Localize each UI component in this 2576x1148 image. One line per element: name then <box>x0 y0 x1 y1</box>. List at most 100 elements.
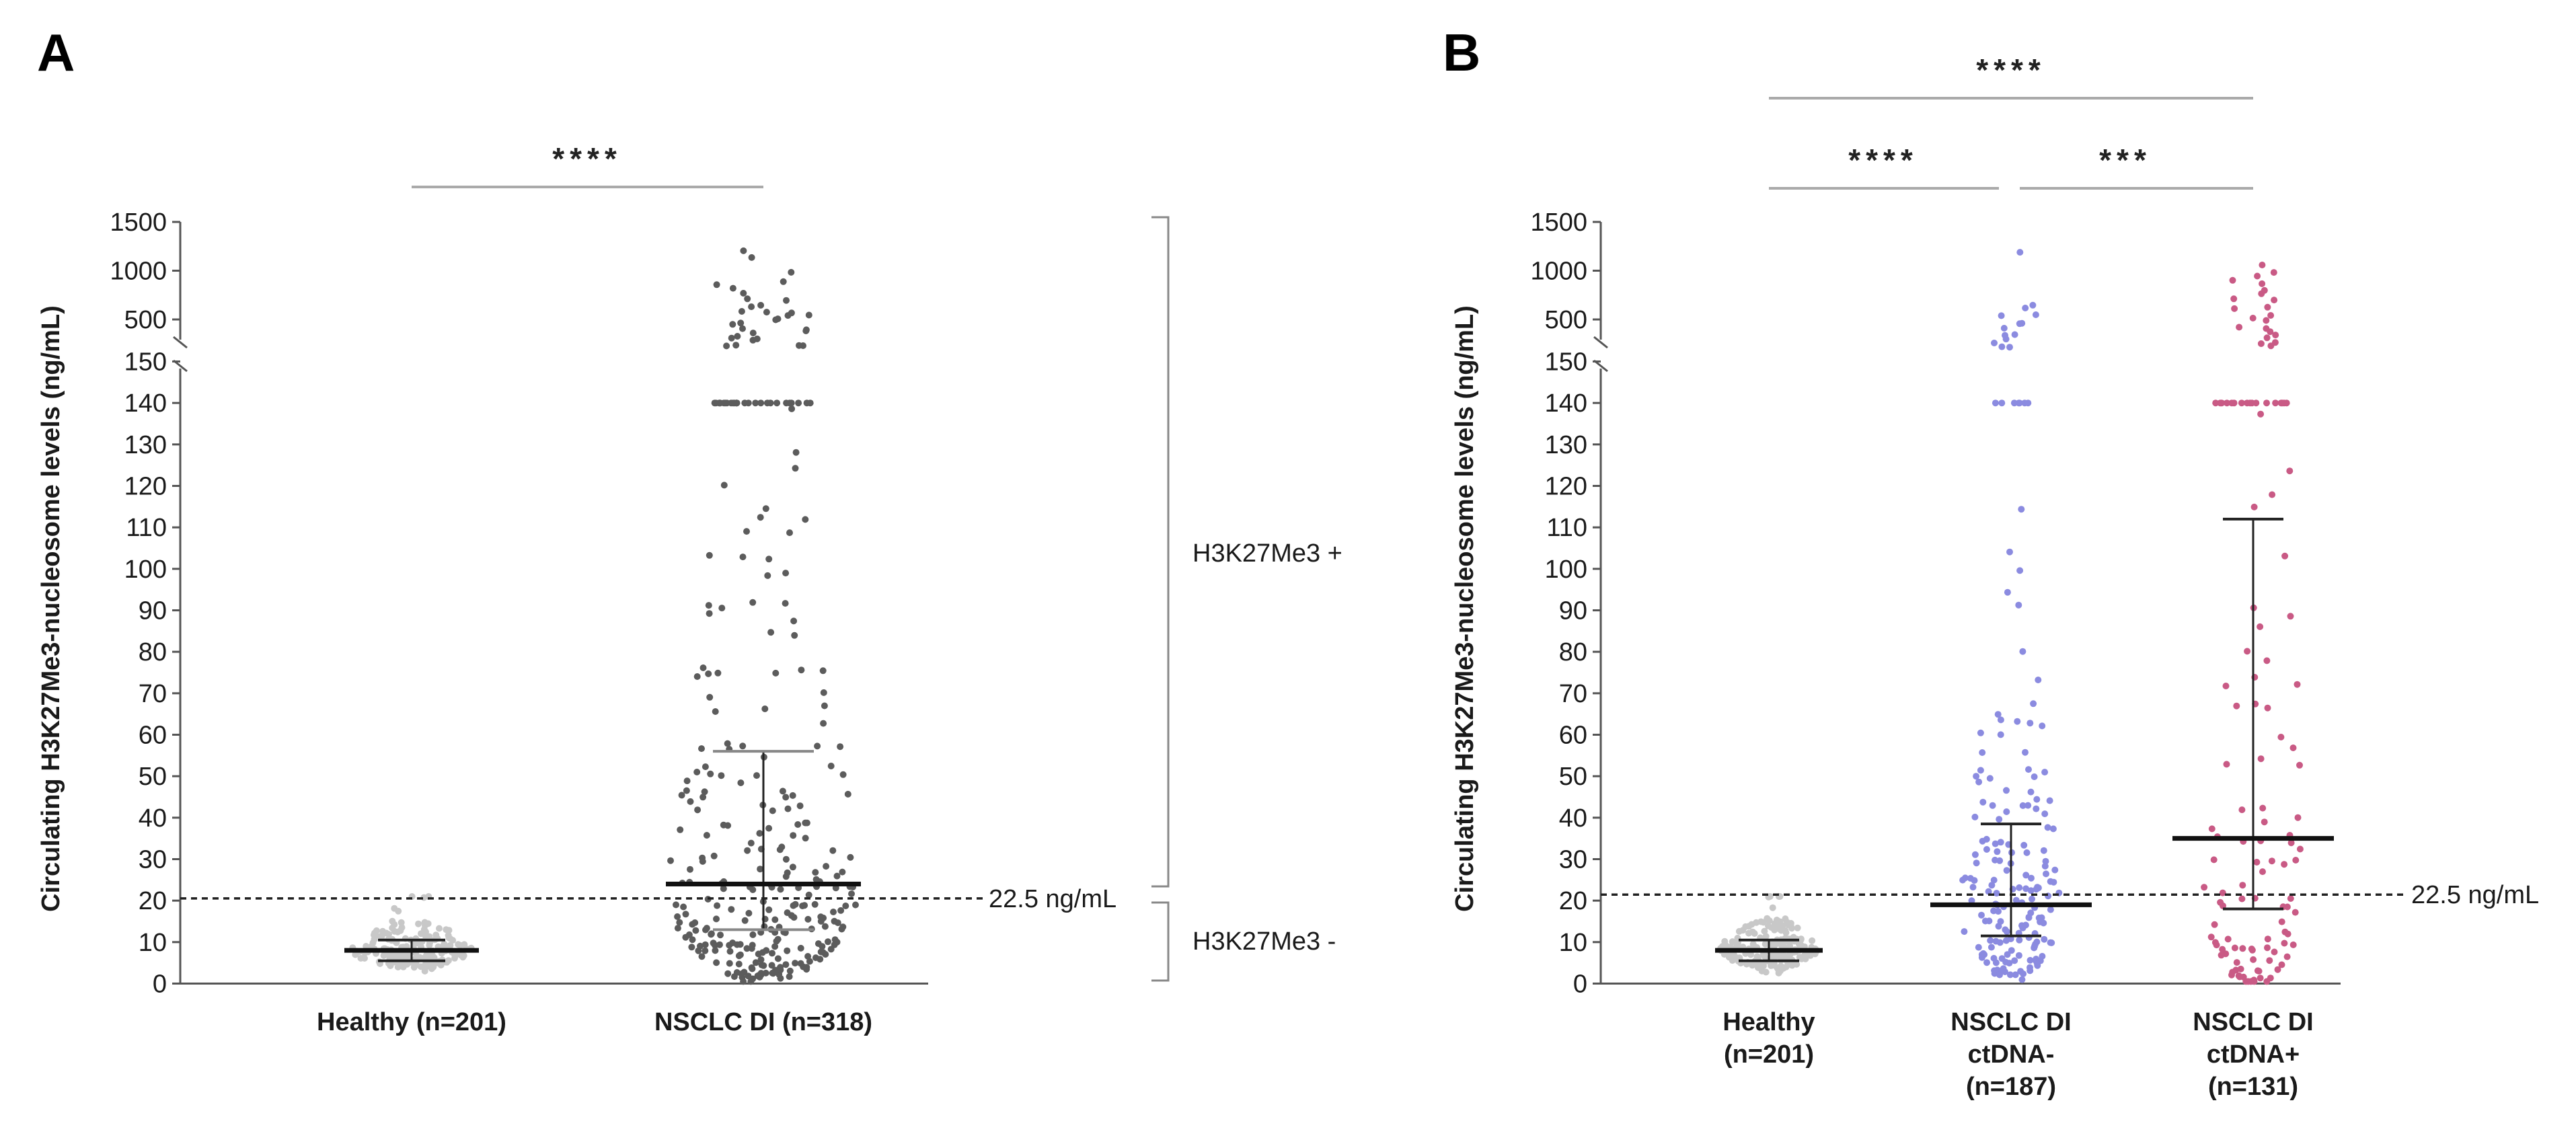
data-point <box>2019 648 2026 655</box>
data-point <box>2250 503 2258 510</box>
data-point <box>774 935 782 943</box>
data-point <box>2218 952 2225 959</box>
y-tick-label: 110 <box>126 514 167 542</box>
data-point <box>757 514 764 521</box>
data-point <box>763 399 771 407</box>
data-point <box>2264 704 2271 712</box>
data-point <box>831 941 838 948</box>
data-point <box>1977 729 1984 736</box>
data-point <box>421 919 428 926</box>
data-point <box>2259 262 2266 268</box>
data-point <box>1777 962 1784 970</box>
data-point <box>2011 957 2018 964</box>
data-point <box>2016 884 2023 891</box>
data-point <box>744 295 751 303</box>
data-point <box>2228 399 2236 407</box>
data-point <box>683 777 691 785</box>
data-point <box>817 956 824 963</box>
data-point <box>702 763 709 771</box>
data-point <box>782 961 790 968</box>
panel-b-category-label-ctdna-neg-line2: ctDNA- <box>1968 1040 2055 1069</box>
data-point <box>774 955 782 962</box>
data-point <box>729 284 736 292</box>
data-point <box>415 920 422 927</box>
data-point <box>1994 848 2001 855</box>
data-point <box>842 903 849 909</box>
data-point <box>445 957 452 964</box>
data-point <box>806 958 813 965</box>
data-point <box>1729 938 1736 946</box>
data-point <box>2003 867 2010 874</box>
data-point <box>1787 922 1794 929</box>
data-point <box>2016 567 2024 574</box>
data-point <box>446 935 453 942</box>
data-point <box>804 915 812 923</box>
data-point <box>739 553 747 561</box>
data-point <box>737 779 745 786</box>
y-tick-label: 50 <box>139 763 167 791</box>
data-point <box>795 399 802 407</box>
data-point <box>769 950 775 957</box>
panel-a-positive-bracket <box>1151 216 1170 888</box>
data-point <box>1991 967 1998 974</box>
data-point <box>1771 920 1778 927</box>
data-point <box>371 931 377 939</box>
data-point <box>2201 884 2208 891</box>
data-point <box>821 923 829 930</box>
data-point <box>1786 942 1793 950</box>
data-point <box>2027 887 2035 894</box>
data-point <box>2294 681 2301 688</box>
data-point <box>2259 804 2267 812</box>
data-point <box>772 669 780 677</box>
data-point <box>776 846 784 853</box>
data-point <box>1747 951 1754 958</box>
data-point <box>2281 861 2288 868</box>
data-point <box>718 605 726 612</box>
data-point <box>2213 942 2220 949</box>
data-point <box>2238 399 2245 407</box>
data-point <box>724 822 732 829</box>
data-point <box>805 311 812 319</box>
data-point <box>784 947 791 954</box>
data-point <box>790 902 797 909</box>
data-point <box>2248 946 2256 954</box>
data-point <box>2033 805 2040 812</box>
data-point <box>2266 957 2273 964</box>
data-point <box>1725 954 1733 961</box>
data-point <box>792 465 799 472</box>
data-point <box>688 944 695 951</box>
data-point <box>1758 967 1766 974</box>
y-tick-label: 0 <box>1573 970 1587 999</box>
data-point <box>2292 857 2300 864</box>
data-point <box>2267 328 2274 336</box>
data-point <box>2049 825 2057 833</box>
data-point <box>743 528 750 535</box>
data-point <box>815 940 822 948</box>
data-point <box>2046 797 2053 804</box>
data-point <box>1749 940 1757 948</box>
data-point <box>2264 944 2271 952</box>
data-point <box>1985 888 1992 895</box>
y-tick-label: 30 <box>139 846 167 874</box>
data-point <box>763 309 770 316</box>
data-point <box>773 399 781 407</box>
data-point <box>443 926 450 933</box>
data-point <box>726 948 734 955</box>
y-tick-label: 130 <box>124 431 167 459</box>
data-point <box>2016 249 2024 256</box>
panel-b-significance-stars-left: **** <box>1848 143 1918 178</box>
data-point <box>756 830 763 837</box>
data-point <box>1971 813 1979 820</box>
data-point <box>745 909 753 917</box>
data-point <box>1761 927 1768 935</box>
data-point <box>749 330 757 337</box>
data-point <box>794 821 802 828</box>
data-point <box>782 855 790 863</box>
data-point <box>397 919 405 926</box>
data-point <box>720 885 727 892</box>
data-point <box>699 664 707 671</box>
data-point <box>772 316 780 323</box>
data-point <box>777 886 784 893</box>
data-point <box>2281 940 2288 947</box>
